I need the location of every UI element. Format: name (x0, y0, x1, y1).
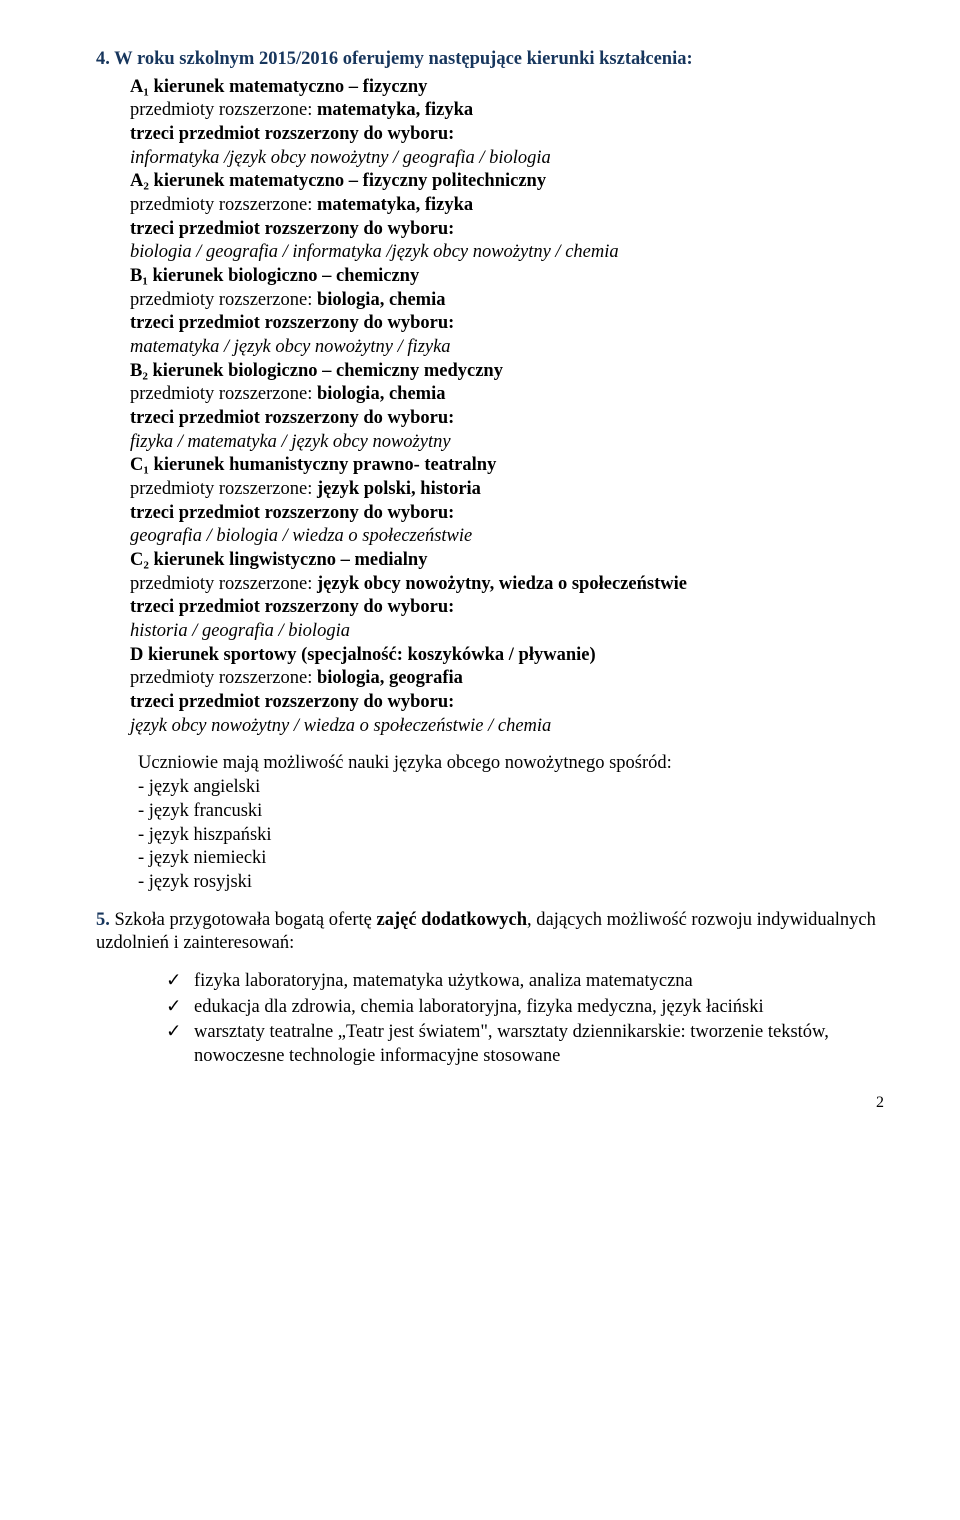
subjects-value: język obcy nowożytny, wiedza o społeczeń… (317, 574, 687, 594)
languages-intro: Uczniowie mają możliwość nauki języka ob… (138, 752, 888, 776)
third-subject-options: matematyka / język obcy nowożytny / fizy… (130, 336, 888, 360)
kierunek-a1: A₁ kierunek matematyczno – fizyczny prze… (130, 76, 888, 171)
third-subject-options: język obcy nowożytny / wiedza o społecze… (130, 715, 888, 739)
lang-item: - język niemiecki (138, 847, 888, 871)
lang-item: - język rosyjski (138, 871, 888, 895)
subjects-label: przedmioty rozszerzone: (130, 479, 317, 499)
section5-intro: 5. Szkoła przygotowała bogatą ofertę zaj… (96, 909, 888, 956)
check-icon: ✓ (166, 996, 182, 1020)
name: kierunek sportowy (specjalność: koszyków… (148, 645, 596, 665)
subjects-label: przedmioty rozszerzone: (130, 668, 317, 688)
name: kierunek biologiczno – chemiczny medyczn… (153, 361, 503, 381)
subjects-label: przedmioty rozszerzone: (130, 195, 317, 215)
check-text: edukacja dla zdrowia, chemia laboratoryj… (194, 997, 764, 1017)
code: C₂ (130, 550, 149, 570)
name: kierunek lingwistyczno – medialny (154, 550, 428, 570)
name: kierunek matematyczno – fizyczny (154, 77, 428, 97)
subjects-label: przedmioty rozszerzone: (130, 384, 317, 404)
name: kierunek biologiczno – chemiczny (153, 266, 420, 286)
subjects-label: przedmioty rozszerzone: (130, 290, 317, 310)
third-subject-options: biologia / geografia / informatyka /języ… (130, 241, 888, 265)
lang-item: - język angielski (138, 776, 888, 800)
kierunek-a2: A₂ kierunek matematyczno – fizyczny poli… (130, 170, 888, 265)
check-icon: ✓ (166, 1021, 182, 1045)
check-text: warsztaty teatralne „Teatr jest światem"… (194, 1022, 829, 1066)
section5-lead: 5. (96, 910, 110, 930)
check-text: fizyka laboratoryjna, matematyka użytkow… (194, 971, 693, 991)
check-icon: ✓ (166, 970, 182, 994)
section5-prefix: Szkoła przygotowała bogatą ofertę (110, 910, 377, 930)
check-item: ✓ fizyka laboratoryjna, matematyka użytk… (166, 970, 888, 994)
code: D (130, 645, 143, 665)
code: B₂ (130, 361, 148, 381)
third-subject-options: informatyka /język obcy nowożytny / geog… (130, 147, 888, 171)
kierunek-d: D kierunek sportowy (specjalność: koszyk… (130, 644, 888, 739)
page: 4. W roku szkolnym 2015/2016 oferujemy n… (0, 0, 960, 1153)
kierunek-c1: C₁ kierunek humanistyczny prawno- teatra… (130, 454, 888, 549)
name: kierunek matematyczno – fizyczny politec… (154, 171, 547, 191)
third-subject-label: trzeci przedmiot rozszerzony do wyboru: (130, 407, 888, 431)
subjects-value: biologia, geografia (317, 668, 463, 688)
section4-title: 4. W roku szkolnym 2015/2016 oferujemy n… (96, 48, 888, 72)
third-subject-label: trzeci przedmiot rozszerzony do wyboru: (130, 691, 888, 715)
check-item: ✓ edukacja dla zdrowia, chemia laborator… (166, 996, 888, 1020)
lang-item: - język francuski (138, 800, 888, 824)
section5-bold: zajęć dodatkowych (376, 910, 527, 930)
subjects-label: przedmioty rozszerzone: (130, 574, 317, 594)
subjects-value: biologia, chemia (317, 384, 445, 404)
third-subject-options: geografia / biologia / wiedza o społecze… (130, 525, 888, 549)
third-subject-label: trzeci przedmiot rozszerzony do wyboru: (130, 502, 888, 526)
check-list: ✓ fizyka laboratoryjna, matematyka użytk… (166, 970, 888, 1069)
subjects-label: przedmioty rozszerzone: (130, 100, 317, 120)
kierunek-b2: B₂ kierunek biologiczno – chemiczny medy… (130, 360, 888, 455)
subjects-value: matematyka, fizyka (317, 100, 473, 120)
third-subject-options: historia / geografia / biologia (130, 620, 888, 644)
check-item: ✓ warsztaty teatralne „Teatr jest świate… (166, 1021, 888, 1068)
kierunek-c2: C₂ kierunek lingwistyczno – medialny prz… (130, 549, 888, 644)
third-subject-label: trzeci przedmiot rozszerzony do wyboru: (130, 218, 888, 242)
code: C₁ (130, 455, 149, 475)
subjects-value: język polski, historia (317, 479, 481, 499)
subjects-value: biologia, chemia (317, 290, 445, 310)
code: B₁ (130, 266, 148, 286)
third-subject-label: trzeci przedmiot rozszerzony do wyboru: (130, 596, 888, 620)
code: A₁ (130, 77, 149, 97)
page-number: 2 (96, 1093, 888, 1113)
subjects-value: matematyka, fizyka (317, 195, 473, 215)
code: A₂ (130, 171, 149, 191)
lang-item: - język hiszpański (138, 824, 888, 848)
third-subject-label: trzeci przedmiot rozszerzony do wyboru: (130, 312, 888, 336)
languages-block: Uczniowie mają możliwość nauki języka ob… (138, 752, 888, 894)
kierunek-b1: B₁ kierunek biologiczno – chemiczny prze… (130, 265, 888, 360)
third-subject-label: trzeci przedmiot rozszerzony do wyboru: (130, 123, 888, 147)
third-subject-options: fizyka / matematyka / język obcy nowożyt… (130, 431, 888, 455)
name: kierunek humanistyczny prawno- teatralny (154, 455, 497, 475)
